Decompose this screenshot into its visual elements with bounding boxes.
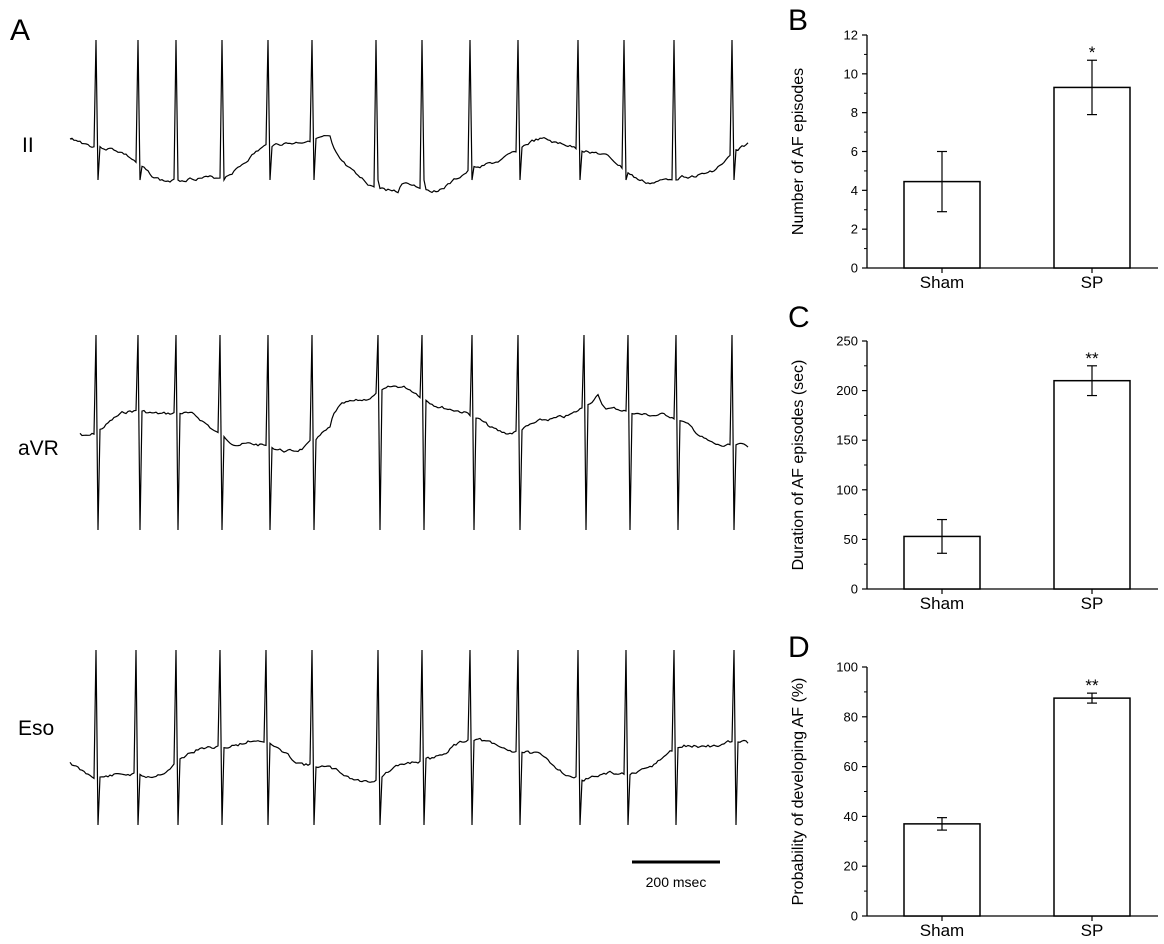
lead-label-avr: aVR: [18, 437, 59, 460]
y-tick-label-b: 2: [851, 222, 858, 237]
scale-bar-label: 200 msec: [646, 874, 707, 890]
chart-panel-b: B 0 2 4 6 8 10 12 Number of AF episodes Sham SP *: [788, 4, 1158, 292]
y-tick-label-b: 6: [851, 144, 858, 159]
bar-d-sham: [903, 823, 981, 917]
x-tick-label-d-sp: SP: [1081, 921, 1104, 940]
chart-panel-d: D 0 20 40 60 80 100 Probability of developing A…: [788, 631, 1158, 940]
bar-b-sp: [1053, 86, 1131, 269]
y-axis-title-b: Number of AF episodes: [790, 68, 807, 235]
y-tick-label-d: 100: [836, 660, 858, 675]
y-tick-label-b: 0: [851, 261, 858, 276]
y-tick-label-c: 100: [836, 482, 858, 497]
y-tick-label-b: 4: [851, 183, 858, 198]
significance-marker-b: *: [1089, 43, 1096, 62]
panel-letter-b: B: [788, 4, 808, 37]
y-tick-label-d: 0: [851, 909, 858, 924]
panel-letter-c: C: [788, 301, 810, 334]
y-tick-label-c: 50: [844, 532, 858, 547]
y-tick-label-d: 20: [844, 859, 858, 874]
panel-letter-a: A: [10, 14, 30, 47]
x-tick-label-b-sham: Sham: [920, 273, 964, 292]
x-tick-label-c-sp: SP: [1081, 594, 1104, 613]
y-tick-label-d: 40: [844, 809, 858, 824]
y-tick-label-c: 200: [836, 383, 858, 398]
y-tick-label-b: 10: [844, 66, 858, 81]
y-tick-label-c: 150: [836, 433, 858, 448]
panel-a-ecg-traces: A II aVR Eso 200 msec: [10, 14, 749, 890]
y-tick-label-c: 250: [836, 334, 858, 349]
significance-marker-c: **: [1085, 349, 1099, 368]
ecg-trace-esophageal: [69, 649, 749, 826]
ecg-trace-lead-avr: [79, 334, 749, 531]
chart-panel-c: C 0 50 100 150 200 250 Duration of AF episodes …: [788, 301, 1158, 613]
y-tick-label-b: 12: [844, 28, 858, 43]
panel-letter-d: D: [788, 631, 810, 664]
lead-label-ii: II: [22, 134, 34, 157]
significance-marker-d: **: [1085, 676, 1099, 695]
bar-c-sp: [1053, 379, 1131, 590]
y-tick-label-d: 60: [844, 759, 858, 774]
y-axis-title-c: Duration of AF episodes (sec): [790, 360, 807, 571]
x-tick-label-b-sp: SP: [1081, 273, 1104, 292]
y-axis-title-d: Probability of developing AF (%): [790, 678, 807, 906]
bar-charts: B 0 2 4 6 8 10 12 Number of AF episodes Sham SP * C 0…: [788, 4, 1158, 940]
y-tick-label-d: 80: [844, 709, 858, 724]
y-tick-label-c: 0: [851, 582, 858, 597]
ecg-trace-lead-ii: [69, 39, 749, 194]
x-tick-label-c-sham: Sham: [920, 594, 964, 613]
y-tick-label-b: 8: [851, 105, 858, 120]
lead-label-eso: Eso: [18, 717, 54, 740]
x-tick-label-d-sham: Sham: [920, 921, 964, 940]
bar-d-sp: [1053, 697, 1131, 917]
